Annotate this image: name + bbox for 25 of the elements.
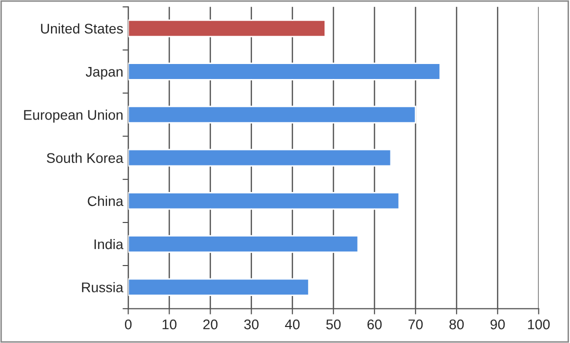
x-tick-label: 0 [124,319,132,330]
y-tick-label: United States [41,23,123,34]
x-tick-label: 80 [449,319,464,330]
x-tick-label: 20 [203,319,218,330]
y-tick-label: India [94,238,124,250]
x-tick-label: 60 [367,319,382,330]
x-tick-label: 10 [162,319,176,330]
y-tick-label: China [88,196,124,206]
x-tick-label: 70 [408,319,423,330]
x-tick-label: 90 [490,319,505,330]
bar [128,278,310,296]
x-tick-label: 30 [244,319,259,330]
bar [128,148,392,167]
bar [128,235,359,253]
bar [128,106,416,124]
y-tick-label: Japan [86,67,122,80]
bar [128,62,441,80]
bar [128,20,326,38]
bar [128,192,400,210]
x-tick-label: 50 [326,319,341,330]
y-tick-label: South Korea [46,152,124,163]
x-tick-label: 100 [528,319,550,330]
y-tick-label: European Union [24,110,122,123]
y-tick-label: Russia [82,282,124,292]
x-tick-label: 40 [285,319,300,330]
